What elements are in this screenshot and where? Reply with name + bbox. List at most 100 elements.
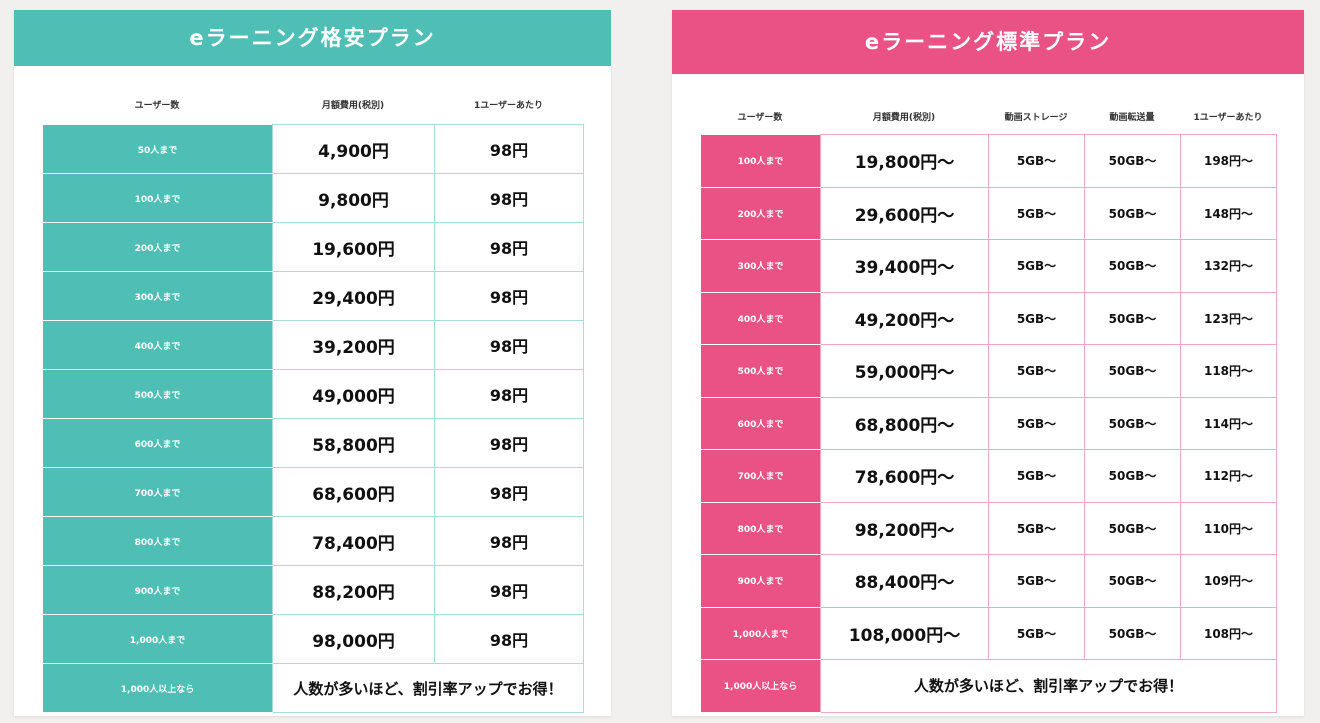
header-users: ユーザー数 (134, 101, 180, 111)
table-row: 800人まで 98,200円〜 5GB〜 50GB〜 110円〜 (700, 501, 1277, 555)
user-count-cell: 800人まで (700, 501, 821, 555)
per-user-cell: 98円 (434, 614, 584, 664)
per-user-cell: 110円〜 (1180, 501, 1277, 555)
per-user-cell: 98円 (434, 418, 584, 468)
per-user-cell: 98円 (434, 516, 584, 566)
per-user-cell: 98円 (434, 124, 584, 174)
monthly-fee-cell: 78,400円 (272, 516, 435, 566)
per-user-cell: 98円 (434, 369, 584, 419)
per-user-cell: 132円〜 (1180, 239, 1277, 293)
per-user-cell: 98円 (434, 222, 584, 272)
header-monthly-fee: 月額費用(税別) (321, 101, 385, 111)
budget-plan-panel: eラーニング格安プラン ユーザー数 月額費用(税別) 1ユーザーあたり 50人ま… (14, 10, 611, 716)
budget-plan-title: eラーニング格安プラン (14, 10, 611, 66)
video-storage-cell: 5GB〜 (988, 449, 1085, 503)
monthly-fee-cell: 29,600円〜 (820, 186, 989, 240)
per-user-cell: 118円〜 (1180, 344, 1277, 398)
monthly-fee-cell: 68,600円 (272, 467, 435, 517)
table-row: 400人まで 49,200円〜 5GB〜 50GB〜 123円〜 (700, 291, 1277, 345)
user-count-cell: 900人まで (42, 565, 273, 615)
video-storage-cell: 5GB〜 (988, 554, 1085, 608)
monthly-fee-cell: 78,600円〜 (820, 449, 989, 503)
user-count-cell: 400人まで (42, 320, 273, 370)
per-user-cell: 198円〜 (1180, 134, 1277, 188)
table-row: 1,000人以上なら 人数が多いほど、割引率アップでお得！ (700, 659, 1277, 713)
per-user-cell: 108円〜 (1180, 606, 1277, 660)
per-user-cell: 98円 (434, 173, 584, 223)
discount-note: 人数が多いほど、割引率アップでお得！ (820, 659, 1277, 713)
video-storage-cell: 5GB〜 (988, 606, 1085, 660)
table-row: 200人まで 19,600円 98円 (42, 222, 584, 272)
table-row: 700人まで 78,600円〜 5GB〜 50GB〜 112円〜 (700, 449, 1277, 503)
user-count-cell: 300人まで (42, 271, 273, 321)
monthly-fee-cell: 68,800円〜 (820, 396, 989, 450)
monthly-fee-cell: 88,200円 (272, 565, 435, 615)
video-transfer-cell: 50GB〜 (1084, 134, 1181, 188)
monthly-fee-cell: 88,400円〜 (820, 554, 989, 608)
user-count-cell: 300人まで (700, 239, 821, 293)
per-user-cell: 114円〜 (1180, 396, 1277, 450)
user-count-cell: 900人まで (700, 554, 821, 608)
header-per-user: 1ユーザーあたり (473, 101, 544, 111)
user-count-cell: 600人まで (42, 418, 273, 468)
table-row: 500人まで 49,000円 98円 (42, 369, 584, 419)
user-count-cell: 500人まで (42, 369, 273, 419)
table-row: 600人まで 58,800円 98円 (42, 418, 584, 468)
monthly-fee-cell: 19,600円 (272, 222, 435, 272)
table-row: 300人まで 29,400円 98円 (42, 271, 584, 321)
table-row: 1,000人まで 98,000円 98円 (42, 614, 584, 664)
per-user-cell: 98円 (434, 271, 584, 321)
video-transfer-cell: 50GB〜 (1084, 501, 1181, 555)
video-transfer-cell: 50GB〜 (1084, 554, 1181, 608)
user-count-cell: 800人まで (42, 516, 273, 566)
monthly-fee-cell: 19,800円〜 (820, 134, 989, 188)
table-row: 900人まで 88,400円〜 5GB〜 50GB〜 109円〜 (700, 554, 1277, 608)
video-transfer-cell: 50GB〜 (1084, 606, 1181, 660)
table-row: 300人まで 39,400円〜 5GB〜 50GB〜 132円〜 (700, 239, 1277, 293)
video-transfer-cell: 50GB〜 (1084, 239, 1181, 293)
per-user-cell: 98円 (434, 467, 584, 517)
standard-plan-panel: eラーニング標準プラン ユーザー数 月額費用(税別) 動画ストレージ 動画転送量… (672, 10, 1304, 716)
user-count-cell: 1,000人まで (700, 606, 821, 660)
video-transfer-cell: 50GB〜 (1084, 344, 1181, 398)
monthly-fee-cell: 108,000円〜 (820, 606, 989, 660)
user-count-cell: 500人まで (700, 344, 821, 398)
video-transfer-cell: 50GB〜 (1084, 396, 1181, 450)
header-per-user: 1ユーザーあたり (1193, 113, 1263, 123)
video-transfer-cell: 50GB〜 (1084, 291, 1181, 345)
monthly-fee-cell: 39,400円〜 (820, 239, 989, 293)
table-row: 700人まで 68,600円 98円 (42, 467, 584, 517)
user-count-cell: 400人まで (700, 291, 821, 345)
table-row: 500人まで 59,000円〜 5GB〜 50GB〜 118円〜 (700, 344, 1277, 398)
table-row: 100人まで 19,800円〜 5GB〜 50GB〜 198円〜 (700, 134, 1277, 188)
monthly-fee-cell: 58,800円 (272, 418, 435, 468)
per-user-cell: 98円 (434, 320, 584, 370)
video-storage-cell: 5GB〜 (988, 134, 1085, 188)
monthly-fee-cell: 39,200円 (272, 320, 435, 370)
user-count-cell: 700人まで (700, 449, 821, 503)
header-users: ユーザー数 (737, 113, 783, 123)
user-count-cell: 200人まで (42, 222, 273, 272)
user-count-cell: 100人まで (700, 134, 821, 188)
per-user-cell: 112円〜 (1180, 449, 1277, 503)
video-storage-cell: 5GB〜 (988, 239, 1085, 293)
user-count-cell: 1,000人以上なら (700, 659, 821, 713)
user-count-cell: 100人まで (42, 173, 273, 223)
table-row: 400人まで 39,200円 98円 (42, 320, 584, 370)
table-row: 50人まで 4,900円 98円 (42, 124, 584, 174)
monthly-fee-cell: 98,200円〜 (820, 501, 989, 555)
per-user-cell: 109円〜 (1180, 554, 1277, 608)
monthly-fee-cell: 49,000円 (272, 369, 435, 419)
user-count-cell: 50人まで (42, 124, 273, 174)
header-video-transfer: 動画転送量 (1109, 113, 1155, 123)
header-video-storage: 動画ストレージ (1004, 113, 1068, 123)
table-row: 1,000人まで 108,000円〜 5GB〜 50GB〜 108円〜 (700, 606, 1277, 660)
header-monthly-fee: 月額費用(税別) (872, 113, 936, 123)
video-storage-cell: 5GB〜 (988, 501, 1085, 555)
video-transfer-cell: 50GB〜 (1084, 186, 1181, 240)
video-storage-cell: 5GB〜 (988, 186, 1085, 240)
video-storage-cell: 5GB〜 (988, 396, 1085, 450)
per-user-cell: 123円〜 (1180, 291, 1277, 345)
table-row: 1,000人以上なら 人数が多いほど、割引率アップでお得！ (42, 663, 584, 713)
user-count-cell: 1,000人まで (42, 614, 273, 664)
